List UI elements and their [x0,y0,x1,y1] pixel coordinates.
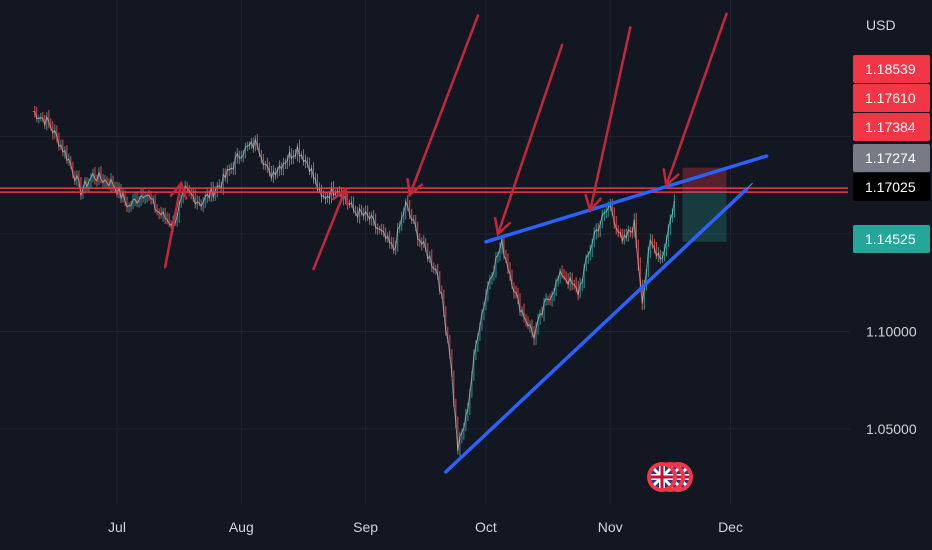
x-tick-label: Nov [598,519,623,535]
grid [0,0,850,505]
y-axis[interactable]: USD 1.05000 1.10000 [866,17,917,437]
y-tick-label: 1.05000 [866,421,917,437]
trendline-1[interactable] [444,187,749,474]
trendline-0[interactable] [484,154,769,244]
price-line [32,110,675,451]
uk-flag-icon[interactable] [647,462,677,492]
arrow-4[interactable] [584,26,632,214]
price-tag-label: 1.14525 [865,231,916,247]
x-tick-label: Jul [108,519,126,535]
y-tick-label: 1.10000 [866,324,917,340]
arrow-0[interactable] [163,180,188,269]
arrows[interactable] [163,12,728,271]
price-tag-label: 1.17610 [865,90,916,106]
price-tag: 1.14525 [853,225,930,253]
trendlines[interactable] [444,154,769,474]
price-tag: 1.17610 [853,84,930,112]
arrow-1[interactable] [312,186,349,271]
price-tag: 1.17274 [853,144,930,172]
arrow-2[interactable] [406,14,480,198]
horizontal-levels[interactable] [0,187,848,193]
x-tick-label: Sep [353,519,378,535]
price-tag: 1.17025 [853,173,930,201]
price-tag-label: 1.17384 [865,119,916,135]
arrow-5[interactable] [662,12,728,188]
arrow-3[interactable] [493,43,564,237]
trendline-tail [746,182,753,190]
stop-zone[interactable] [682,167,727,192]
price-tag: 1.17384 [853,113,930,141]
x-tick-label: Dec [718,519,743,535]
currency-label: USD [866,17,896,33]
price-tag-label: 1.17274 [865,150,916,166]
price-tags: 1.18539 1.17610 1.17384 1.17274 1.17025 1.145… [853,55,930,253]
x-tick-label: Oct [475,519,497,535]
price-tag-label: 1.17025 [865,179,916,195]
x-tick-label: Aug [229,519,254,535]
price-tag-label: 1.18539 [865,61,916,77]
price-tag: 1.18539 [853,55,930,83]
x-axis[interactable]: Jul Aug Sep Oct Nov Dec [108,519,743,535]
annotations[interactable] [647,462,693,492]
price-series [32,105,675,457]
